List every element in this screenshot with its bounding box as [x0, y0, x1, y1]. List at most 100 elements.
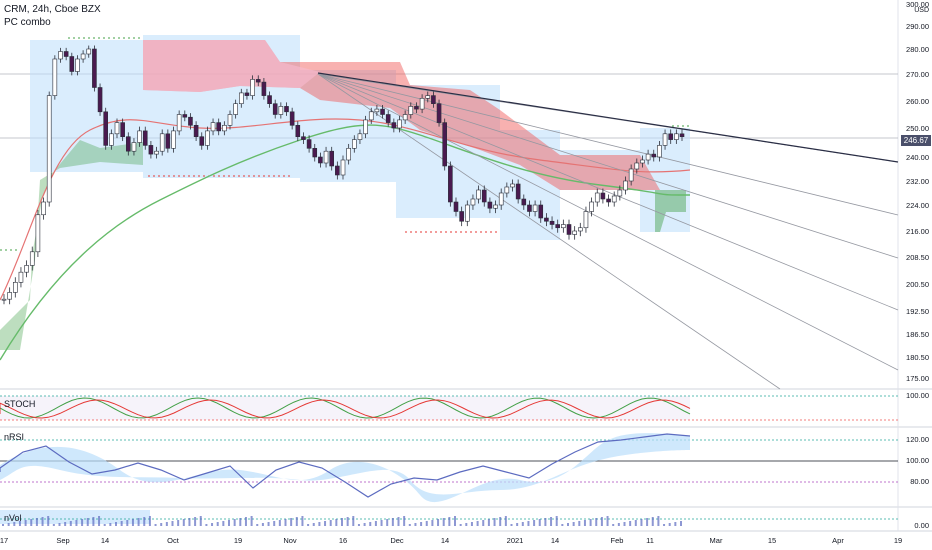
- volume-bar: [561, 524, 564, 526]
- symbol-title[interactable]: CRM, 24h, Cboe BZX: [4, 4, 101, 15]
- volume-bar: [668, 523, 671, 526]
- candle-body: [504, 186, 510, 194]
- candle: [380, 105, 385, 119]
- candle: [402, 110, 408, 124]
- candle-body: [527, 204, 532, 212]
- volume-bar: [194, 517, 197, 526]
- candle: [159, 129, 165, 156]
- time-tick-label: 19: [234, 536, 242, 545]
- candle: [634, 158, 640, 174]
- time-tick-label: Dec: [390, 536, 404, 545]
- candle-body: [555, 224, 561, 229]
- volume-bar: [103, 524, 106, 526]
- candle-body: [408, 106, 414, 115]
- vol-pane-label[interactable]: nVol: [4, 513, 22, 523]
- rsi-tick-label: 100.00: [906, 456, 929, 465]
- candle-body: [459, 211, 464, 222]
- candle-body: [481, 189, 487, 203]
- candle-body: [431, 95, 436, 104]
- candle-body: [69, 56, 75, 72]
- candle: [312, 143, 318, 162]
- indicator-title[interactable]: PC combo: [4, 17, 51, 28]
- candle-body: [199, 136, 205, 146]
- candle: [176, 110, 182, 136]
- candle: [52, 55, 58, 100]
- candle: [103, 107, 108, 150]
- volume-bar: [115, 522, 117, 526]
- stoch-pane-label[interactable]: STOCH: [4, 399, 36, 409]
- candle-body: [470, 198, 476, 206]
- volume-bar: [35, 518, 38, 526]
- rsi-tick-label: 80.00: [910, 477, 929, 486]
- candle: [205, 126, 210, 150]
- candle: [532, 200, 538, 217]
- candle-body: [391, 122, 397, 129]
- rsi-cloud: [0, 433, 690, 503]
- volume-bar: [448, 517, 451, 526]
- volume-bar: [120, 521, 123, 526]
- candle-body: [589, 201, 594, 212]
- candle-body: [645, 153, 651, 161]
- price-tick-label: 300.00: [906, 0, 929, 9]
- candle: [199, 132, 205, 150]
- volume-bar: [86, 518, 89, 526]
- candle-body: [380, 108, 385, 115]
- candle-body: [634, 162, 640, 170]
- volume-bar: [64, 522, 67, 526]
- time-tick-label: 14: [441, 536, 449, 545]
- candle: [188, 113, 193, 130]
- candle: [453, 197, 459, 217]
- candle-body: [617, 189, 623, 197]
- candle: [278, 102, 284, 119]
- candle: [29, 246, 35, 271]
- candle-body: [623, 180, 628, 191]
- volume-bar: [504, 516, 507, 526]
- candle: [583, 206, 589, 233]
- candle: [323, 146, 329, 168]
- volume-bar: [92, 517, 95, 526]
- candle: [255, 75, 261, 87]
- candle: [24, 260, 29, 278]
- candle: [368, 107, 374, 124]
- candle-body: [335, 165, 340, 176]
- volume-bar: [437, 519, 440, 526]
- candle: [611, 191, 617, 207]
- candle: [63, 47, 69, 61]
- volume-bar: [188, 518, 191, 526]
- volume-bar: [318, 522, 321, 526]
- candle: [75, 55, 80, 76]
- candle: [340, 155, 346, 180]
- fan-line: [317, 73, 899, 311]
- volume-bar: [425, 521, 428, 526]
- volume-bar: [143, 517, 146, 526]
- price-tick-label: 216.00: [906, 227, 929, 236]
- volume-bar: [538, 519, 541, 526]
- candle-body: [657, 145, 662, 158]
- volume-bar: [454, 516, 456, 526]
- candle: [515, 179, 521, 204]
- candle: [391, 118, 397, 133]
- candle-body: [239, 92, 244, 105]
- candle: [306, 135, 312, 153]
- price-tick-label: 290.00: [906, 22, 929, 31]
- volume-bar: [527, 521, 530, 526]
- volume-bar: [301, 516, 304, 526]
- candle: [13, 277, 18, 298]
- resistance-cloud-inner: [143, 40, 320, 92]
- candle: [623, 176, 628, 195]
- candle: [414, 102, 419, 114]
- volume-bar: [216, 522, 219, 526]
- candle: [674, 129, 679, 144]
- volume-bar: [171, 521, 174, 526]
- candle: [594, 188, 600, 207]
- volume-bar: [165, 522, 168, 526]
- candle: [171, 126, 176, 153]
- candle: [284, 102, 289, 116]
- rsi-pane-label[interactable]: nRSI: [4, 432, 25, 442]
- volume-bar: [555, 516, 558, 526]
- volume-bar: [651, 517, 654, 526]
- candle-body: [227, 114, 233, 126]
- candle: [92, 45, 97, 92]
- volume-bar: [657, 516, 660, 526]
